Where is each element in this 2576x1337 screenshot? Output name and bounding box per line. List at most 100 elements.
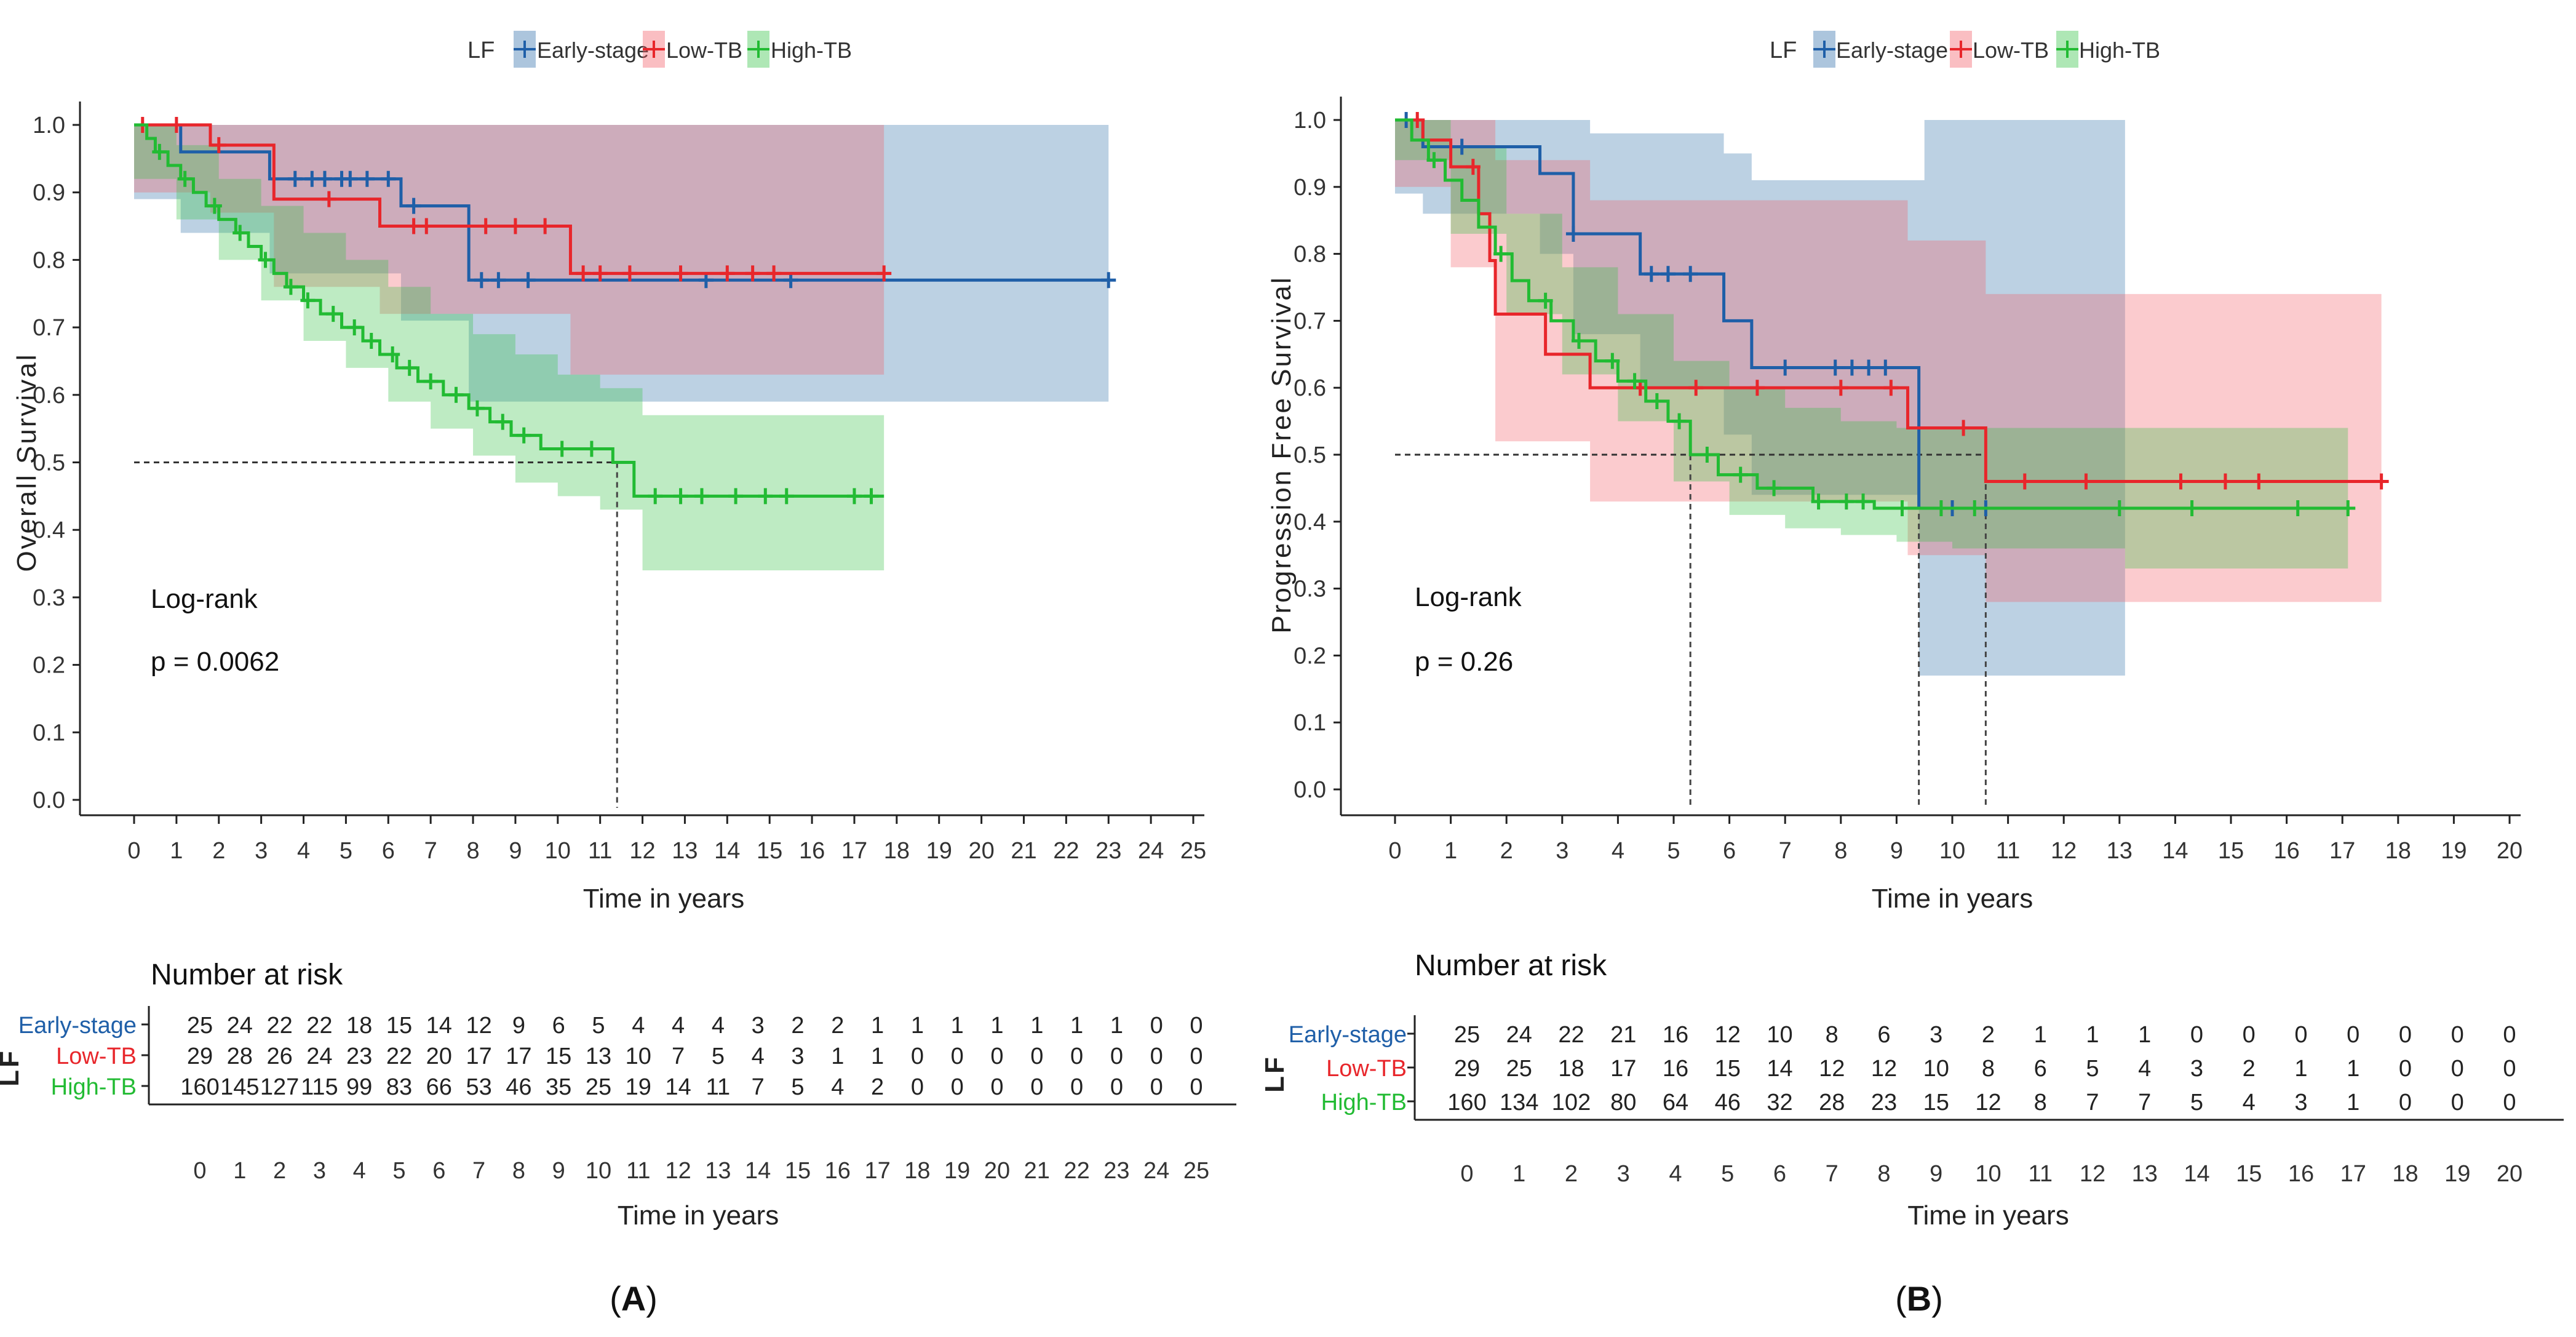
legend-label-low-tb: Low-TB [1973,38,2049,63]
censor-mark [766,265,782,282]
risk-count: 25 [1454,1022,1480,1048]
x-tick-label: 16 [2273,838,2299,864]
risk-count: 0 [1070,1074,1083,1100]
risk-time-label: 0 [1460,1161,1473,1187]
censor-mark [1811,493,1826,510]
series-high-tb [1395,118,2356,517]
censor-mark [864,488,879,505]
censor-mark [1571,333,1586,349]
risk-count: 53 [466,1074,491,1100]
legend-label-high-tb: High-TB [2079,38,2160,63]
censor-mark [758,488,773,505]
y-tick-label: 0.9 [1294,175,1326,201]
risk-time-label: 3 [313,1158,326,1184]
risk-count: 0 [2347,1022,2359,1048]
censor-mark [258,252,273,268]
risk-time-label: 5 [1721,1161,1734,1187]
risk-count: 0 [2451,1022,2464,1048]
risk-count: 3 [752,1013,765,1039]
censor-mark [1699,447,1715,463]
risk-count: 7 [752,1074,765,1100]
risk-time-label: 14 [2184,1161,2209,1187]
risk-table-title: Number at risk [151,959,343,991]
censor-mark [1839,493,1854,510]
risk-count: 0 [1070,1044,1083,1069]
legend-label-early-stage: Early-stage [1836,38,1948,63]
risk-count: 11 [706,1074,730,1100]
risk-count: 0 [1110,1044,1123,1069]
censor-mark [1688,380,1704,396]
risk-count: 1 [911,1013,924,1039]
censor-mark [779,488,794,505]
risk-count: 4 [2138,1056,2151,1082]
censor-mark [381,170,396,187]
risk-count: 25 [586,1074,611,1100]
censor-mark [1749,380,1765,396]
ci-band-early-stage [1395,120,2125,676]
risk-count: 18 [346,1013,372,1039]
censor-mark [474,272,489,289]
censor-mark [720,265,735,282]
risk-count: 0 [2243,1022,2256,1048]
risk-count: 83 [386,1074,412,1100]
risk-count: 9 [512,1013,525,1039]
risk-count: 7 [2086,1090,2099,1115]
km-curve-low-tb [1395,118,2382,484]
risk-time-label: 7 [1826,1161,1839,1187]
risk-strata-title: LF [1260,1055,1290,1093]
x-tick-label: 15 [2218,838,2244,864]
ci-band-high-tb [1395,120,2348,569]
risk-time-label: 15 [785,1158,811,1184]
risk-count: 19 [626,1074,651,1100]
y-tick-label: 0.8 [33,247,65,273]
risk-count: 0 [911,1044,924,1069]
legend-label-early-stage: Early-stage [537,38,649,63]
series-early-stage [1395,112,1994,517]
censor-mark [1767,480,1782,497]
y-tick-label: 1.0 [33,113,65,138]
risk-time-label: 8 [512,1158,525,1184]
risk-count: 0 [2503,1056,2516,1082]
risk-strata-high-tb: High-TB [1321,1090,1407,1115]
risk-count: 3 [791,1044,804,1069]
risk-count: 15 [1923,1090,1949,1115]
censor-mark [423,373,439,389]
risk-count: 0 [2503,1022,2516,1048]
legend-label-high-tb: High-TB [771,38,852,63]
censor-mark [478,218,493,234]
risk-count: 127 [260,1074,299,1100]
risk-count: 1 [2294,1056,2307,1082]
x-tick-label: 12 [629,838,655,864]
risk-time-label: 20 [2497,1161,2522,1187]
risk-time-label: 18 [904,1158,930,1184]
risk-count: 28 [227,1044,253,1069]
risk-time-label: 25 [1183,1158,1209,1184]
risk-count: 0 [1190,1044,1203,1069]
y-tick-label: 0.4 [33,517,65,543]
censor-mark [406,218,421,234]
censor-mark [2184,500,2200,517]
risk-count: 21 [1610,1022,1636,1048]
x-tick-label: 0 [1388,838,1401,864]
series-early-stage [134,123,1116,289]
censor-mark [283,279,298,295]
risk-count: 10 [1923,1056,1949,1082]
censor-mark [152,143,167,160]
x-tick-label: 5 [340,838,352,864]
x-tick-label: 6 [382,838,395,864]
risk-count: 35 [546,1074,571,1100]
risk-time-label: 2 [1565,1161,1578,1187]
risk-time-label: 13 [705,1158,731,1184]
censor-mark [1465,159,1481,175]
risk-count: 6 [1877,1022,1890,1048]
y-axis-label: Overall Survival [12,353,42,572]
risk-count: 0 [1110,1074,1123,1100]
risk-count: 0 [911,1074,924,1100]
risk-time-label: 22 [1063,1158,1089,1184]
risk-time-label: 6 [1773,1161,1786,1187]
y-tick-label: 0.5 [33,450,65,476]
censor-mark [1844,359,1859,376]
risk-count: 0 [951,1074,964,1100]
risk-time-label: 19 [2444,1161,2470,1187]
